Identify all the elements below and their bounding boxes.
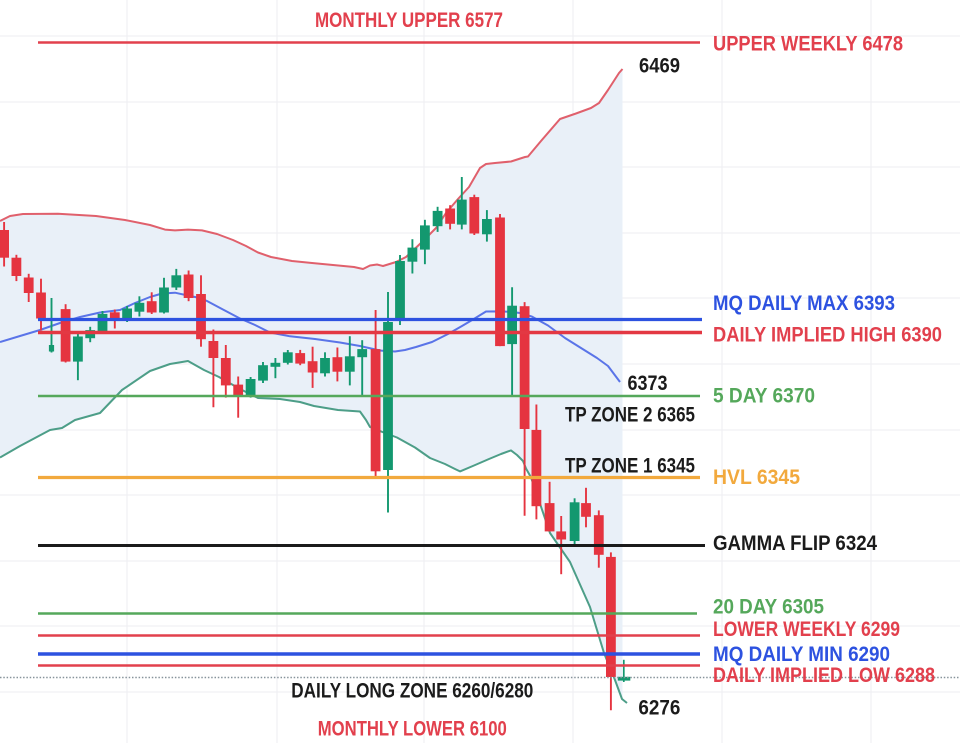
- svg-text:LOWER WEEKLY 6299: LOWER WEEKLY 6299: [713, 618, 900, 641]
- svg-text:6469: 6469: [639, 54, 680, 77]
- svg-text:DAILY LONG ZONE 6260/6280: DAILY LONG ZONE 6260/6280: [291, 679, 533, 702]
- svg-text:UPPER WEEKLY 6478: UPPER WEEKLY 6478: [713, 32, 903, 55]
- svg-text:MQ DAILY MIN 6290: MQ DAILY MIN 6290: [713, 643, 890, 666]
- svg-text:6276: 6276: [638, 696, 680, 719]
- svg-text:HVL 6345: HVL 6345: [713, 466, 800, 489]
- svg-text:5 DAY 6370: 5 DAY 6370: [713, 384, 815, 407]
- svg-text:20 DAY 6305: 20 DAY 6305: [713, 595, 824, 618]
- svg-text:DAILY IMPLIED HIGH 6390: DAILY IMPLIED HIGH 6390: [713, 323, 942, 346]
- svg-text:MONTHLY UPPER 6577: MONTHLY UPPER 6577: [315, 9, 503, 32]
- svg-text:TP ZONE 1 6345: TP ZONE 1 6345: [565, 454, 695, 477]
- svg-text:TP ZONE 2 6365: TP ZONE 2 6365: [565, 403, 695, 426]
- svg-text:6373: 6373: [628, 372, 668, 395]
- svg-text:DAILY IMPLIED LOW 6288: DAILY IMPLIED LOW 6288: [713, 664, 935, 687]
- svg-text:MONTHLY LOWER 6100: MONTHLY LOWER 6100: [318, 717, 507, 740]
- svg-text:GAMMA FLIP 6324: GAMMA FLIP 6324: [713, 532, 877, 555]
- svg-text:MQ DAILY MAX 6393: MQ DAILY MAX 6393: [713, 292, 895, 315]
